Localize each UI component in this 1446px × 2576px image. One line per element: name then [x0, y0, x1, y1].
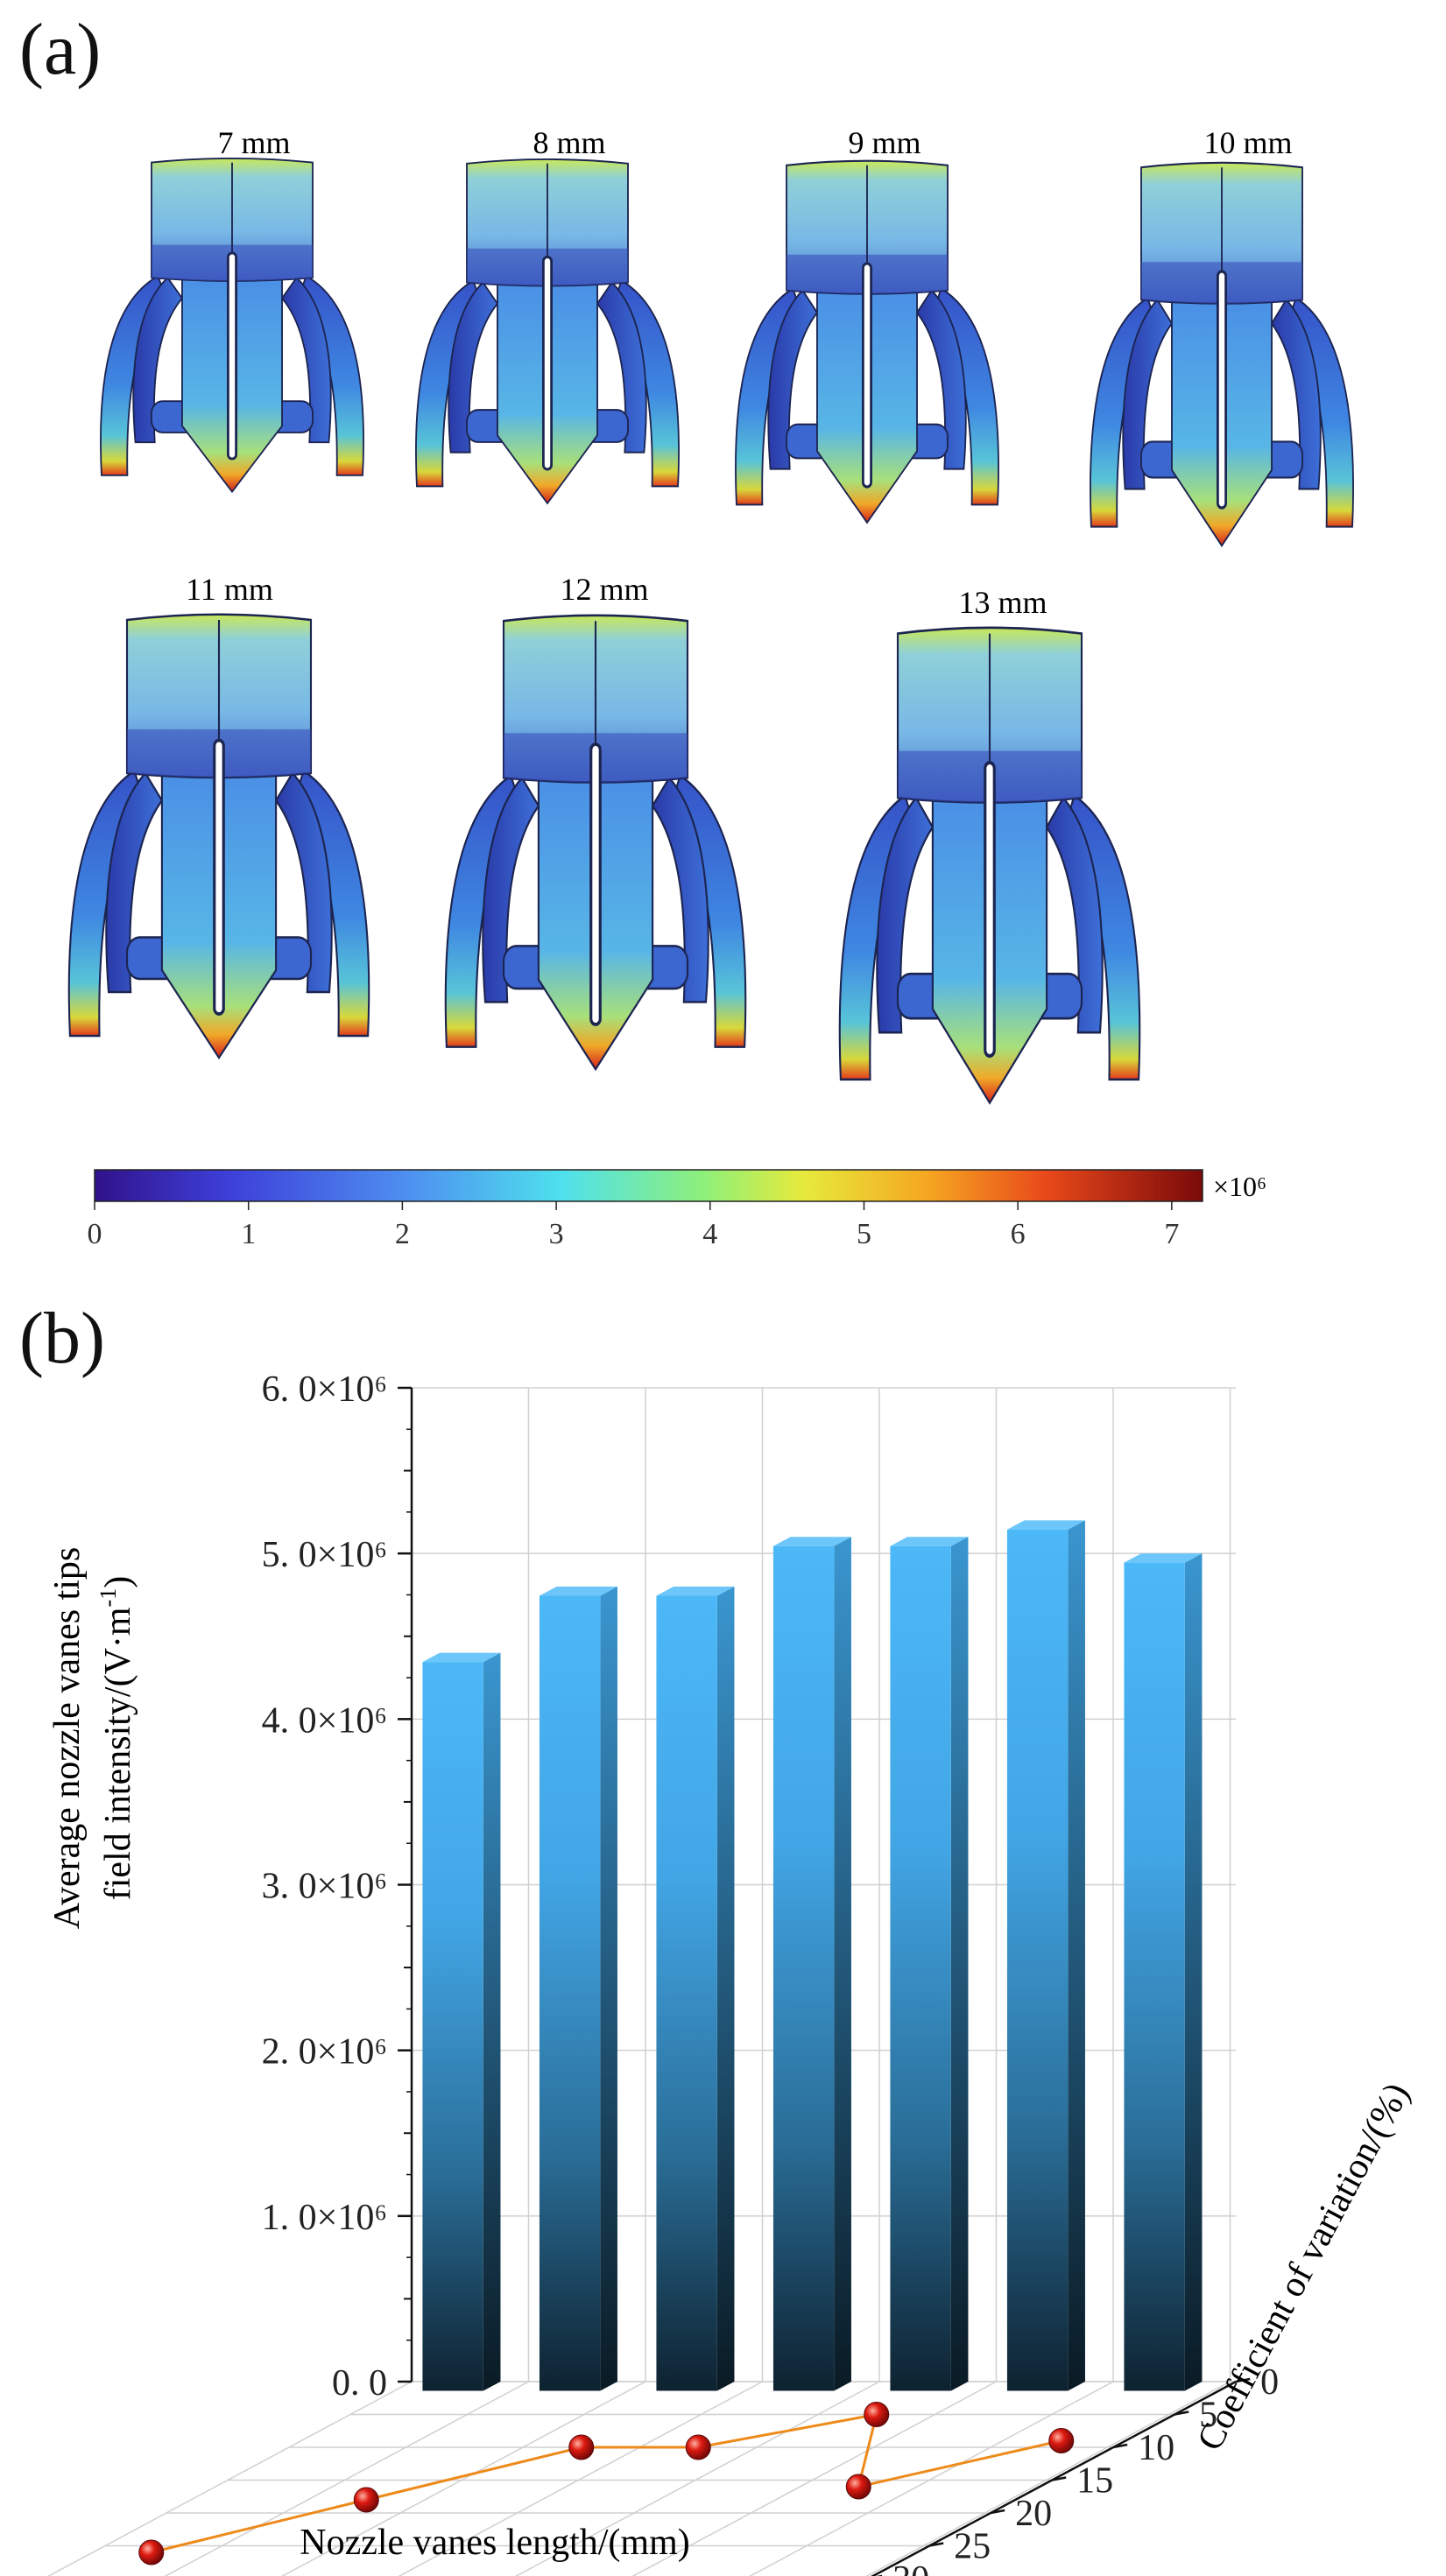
panel-a-label: (a) — [19, 9, 102, 90]
bar-8mm — [539, 1587, 617, 2391]
chart-cv-line — [138, 2402, 1075, 2565]
cv-point-10mm — [685, 2434, 711, 2460]
colorbar-tick-label-6: 6 — [1011, 1218, 1026, 1250]
bar-10mm — [772, 1537, 851, 2391]
y-tick-label-6: 6. 0×10⁶ — [262, 1369, 387, 1410]
panel-a-simulation: 7 mm 8 mm 9 mm 10 mm 11 mm 12 mm 13 mm 0… — [67, 125, 1355, 1250]
nozzle-7mm — [99, 157, 365, 494]
vane-label-10mm: 10 mm — [1203, 125, 1292, 160]
y-tick-label-4: 4. 0×10⁶ — [262, 1700, 387, 1741]
vane-label-13mm: 13 mm — [958, 585, 1047, 620]
y-axis-label-line1: Average nozzle vanes tips — [47, 1547, 88, 1930]
bar-9mm — [656, 1587, 735, 2391]
colorbar-tick-label-0: 0 — [88, 1218, 102, 1250]
vane-label-9mm: 9 mm — [848, 125, 921, 160]
colorbar-tick-label-7: 7 — [1164, 1218, 1179, 1250]
chart-bars — [422, 1520, 1203, 2391]
z-tick-label-30: 30 — [892, 2559, 929, 2576]
cv-point-12mm — [845, 2474, 871, 2500]
nozzle-11mm — [67, 612, 371, 1059]
colorbar-tick-label-2: 2 — [395, 1218, 410, 1250]
colorbar — [94, 1169, 1203, 1202]
panel-b-chart: 0. 0 1. 0×10⁶ 2. 0×10⁶ 3. 0×10⁶ 4. 0×10⁶ 5. 0… — [47, 1369, 1418, 2576]
cv-point-7mm — [138, 2539, 165, 2565]
bar-13mm — [1124, 1553, 1203, 2391]
bar-7mm — [422, 1652, 501, 2391]
colorbar-tick-label-4: 4 — [702, 1218, 717, 1250]
y-axis-label-close: ) — [98, 1576, 138, 1588]
y-tick-label-3: 3. 0×10⁶ — [262, 1867, 387, 1907]
y-axis-label-main: field intensity/(V·m — [98, 1607, 138, 1900]
nozzle-13mm — [840, 628, 1140, 1103]
z-axis-label: Coefficient of variation/(%) — [1189, 2076, 1417, 2457]
panel-b-label: (b) — [19, 1298, 105, 1379]
chart-axes: 0. 0 1. 0×10⁶ 2. 0×10⁶ 3. 0×10⁶ 4. 0×10⁶ 5. 0… — [262, 1369, 1279, 2576]
z-tick-label-20: 20 — [1015, 2494, 1052, 2534]
vane-label-12mm: 12 mm — [560, 572, 648, 607]
y-axis-label-line2: field intensity/(V·m-1) — [95, 1576, 138, 1900]
bar-11mm — [890, 1537, 969, 2391]
x-axis-label: Nozzle vanes length/(mm) — [300, 2523, 690, 2563]
colorbar-tick-label-5: 5 — [857, 1218, 871, 1250]
nozzle-12mm — [443, 613, 748, 1072]
z-tick-label-10: 10 — [1138, 2428, 1174, 2468]
cv-point-11mm — [864, 2402, 890, 2427]
colorbar-tick-label-3: 3 — [549, 1218, 564, 1250]
nozzle-9mm — [734, 159, 1000, 524]
y-tick-label-1: 1. 0×10⁶ — [262, 2198, 387, 2238]
z-tick-label-25: 25 — [954, 2527, 991, 2567]
z-tick-label-0: 0 — [1260, 2362, 1279, 2403]
colorbar-tick-label-1: 1 — [241, 1218, 256, 1250]
cv-point-9mm — [568, 2434, 595, 2460]
y-tick-label-2: 2. 0×10⁶ — [262, 2032, 387, 2073]
y-tick-label-5: 5. 0×10⁶ — [262, 1535, 387, 1575]
colorbar-ticks: 0 1 2 3 4 5 6 7 — [88, 1201, 1179, 1250]
vane-label-7mm: 7 mm — [217, 125, 290, 160]
z-tick-label-15: 15 — [1076, 2461, 1113, 2502]
vane-label-11mm: 11 mm — [186, 572, 273, 607]
colorbar-multiplier: ×10⁶ — [1213, 1171, 1266, 1202]
cv-point-8mm — [353, 2487, 379, 2513]
vane-label-8mm: 8 mm — [533, 125, 605, 160]
nozzle-8mm — [414, 158, 681, 505]
z-tick-label-5: 5 — [1199, 2396, 1217, 2436]
y-axis-label-sup: -1 — [95, 1588, 121, 1608]
cv-point-13mm — [1048, 2428, 1075, 2453]
y-tick-label-0: 0. 0 — [332, 2363, 387, 2404]
bar-12mm — [1006, 1520, 1085, 2391]
nozzle-10mm — [1089, 161, 1355, 547]
